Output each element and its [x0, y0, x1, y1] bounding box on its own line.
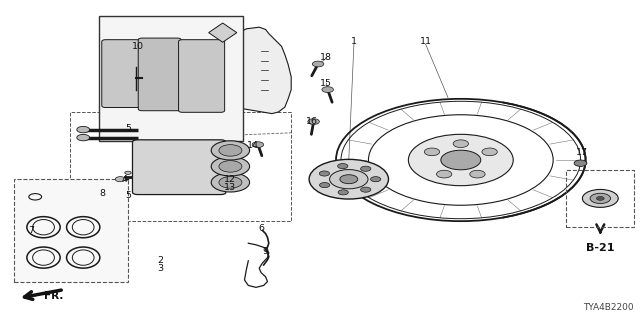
Circle shape [219, 177, 242, 188]
Circle shape [582, 189, 618, 207]
FancyBboxPatch shape [102, 40, 140, 108]
Text: TYA4B2200: TYA4B2200 [583, 303, 634, 312]
Text: 1: 1 [351, 37, 357, 46]
Text: 9: 9 [262, 247, 269, 256]
Circle shape [312, 61, 324, 67]
Ellipse shape [441, 150, 481, 170]
Circle shape [211, 173, 250, 192]
Circle shape [219, 161, 242, 172]
Text: B-21: B-21 [586, 243, 614, 253]
Text: 11: 11 [420, 37, 431, 46]
Text: 10: 10 [132, 42, 143, 51]
Circle shape [590, 193, 611, 204]
Circle shape [360, 166, 371, 171]
Circle shape [338, 190, 348, 195]
Circle shape [340, 175, 358, 184]
Text: 13: 13 [225, 183, 236, 192]
Circle shape [319, 182, 330, 188]
Circle shape [211, 141, 250, 160]
Text: 16: 16 [306, 117, 317, 126]
Text: 5: 5 [125, 191, 131, 200]
Text: 15: 15 [321, 79, 332, 88]
Text: 4: 4 [122, 175, 128, 184]
FancyBboxPatch shape [138, 38, 181, 111]
FancyBboxPatch shape [99, 16, 243, 141]
Text: 2: 2 [157, 256, 163, 265]
Circle shape [308, 119, 319, 124]
Circle shape [322, 87, 333, 92]
Text: 17: 17 [577, 148, 588, 156]
Circle shape [125, 171, 131, 174]
Circle shape [574, 160, 587, 166]
Polygon shape [225, 27, 291, 114]
Circle shape [338, 164, 348, 169]
Circle shape [211, 157, 250, 176]
Circle shape [77, 134, 90, 141]
Circle shape [77, 126, 90, 133]
Text: 7: 7 [28, 226, 34, 235]
FancyBboxPatch shape [132, 140, 226, 195]
Circle shape [319, 171, 330, 176]
Text: 14: 14 [247, 141, 259, 150]
Circle shape [252, 142, 264, 148]
Text: 12: 12 [225, 175, 236, 184]
Circle shape [360, 187, 371, 192]
Text: 3: 3 [157, 264, 163, 273]
Circle shape [424, 148, 440, 156]
FancyBboxPatch shape [14, 179, 128, 282]
Circle shape [115, 177, 125, 182]
Circle shape [453, 140, 468, 148]
Circle shape [482, 148, 497, 156]
Circle shape [596, 196, 604, 200]
Circle shape [371, 177, 381, 182]
Text: FR.: FR. [44, 291, 63, 301]
Text: 5: 5 [125, 124, 131, 132]
Text: 8: 8 [99, 189, 106, 198]
Circle shape [309, 159, 388, 199]
Ellipse shape [408, 134, 513, 186]
Circle shape [330, 170, 368, 189]
Circle shape [219, 145, 242, 156]
Text: 6: 6 [258, 224, 264, 233]
Text: 18: 18 [321, 53, 332, 62]
Circle shape [436, 170, 452, 178]
Circle shape [470, 170, 485, 178]
FancyBboxPatch shape [179, 40, 225, 112]
Polygon shape [209, 23, 237, 42]
